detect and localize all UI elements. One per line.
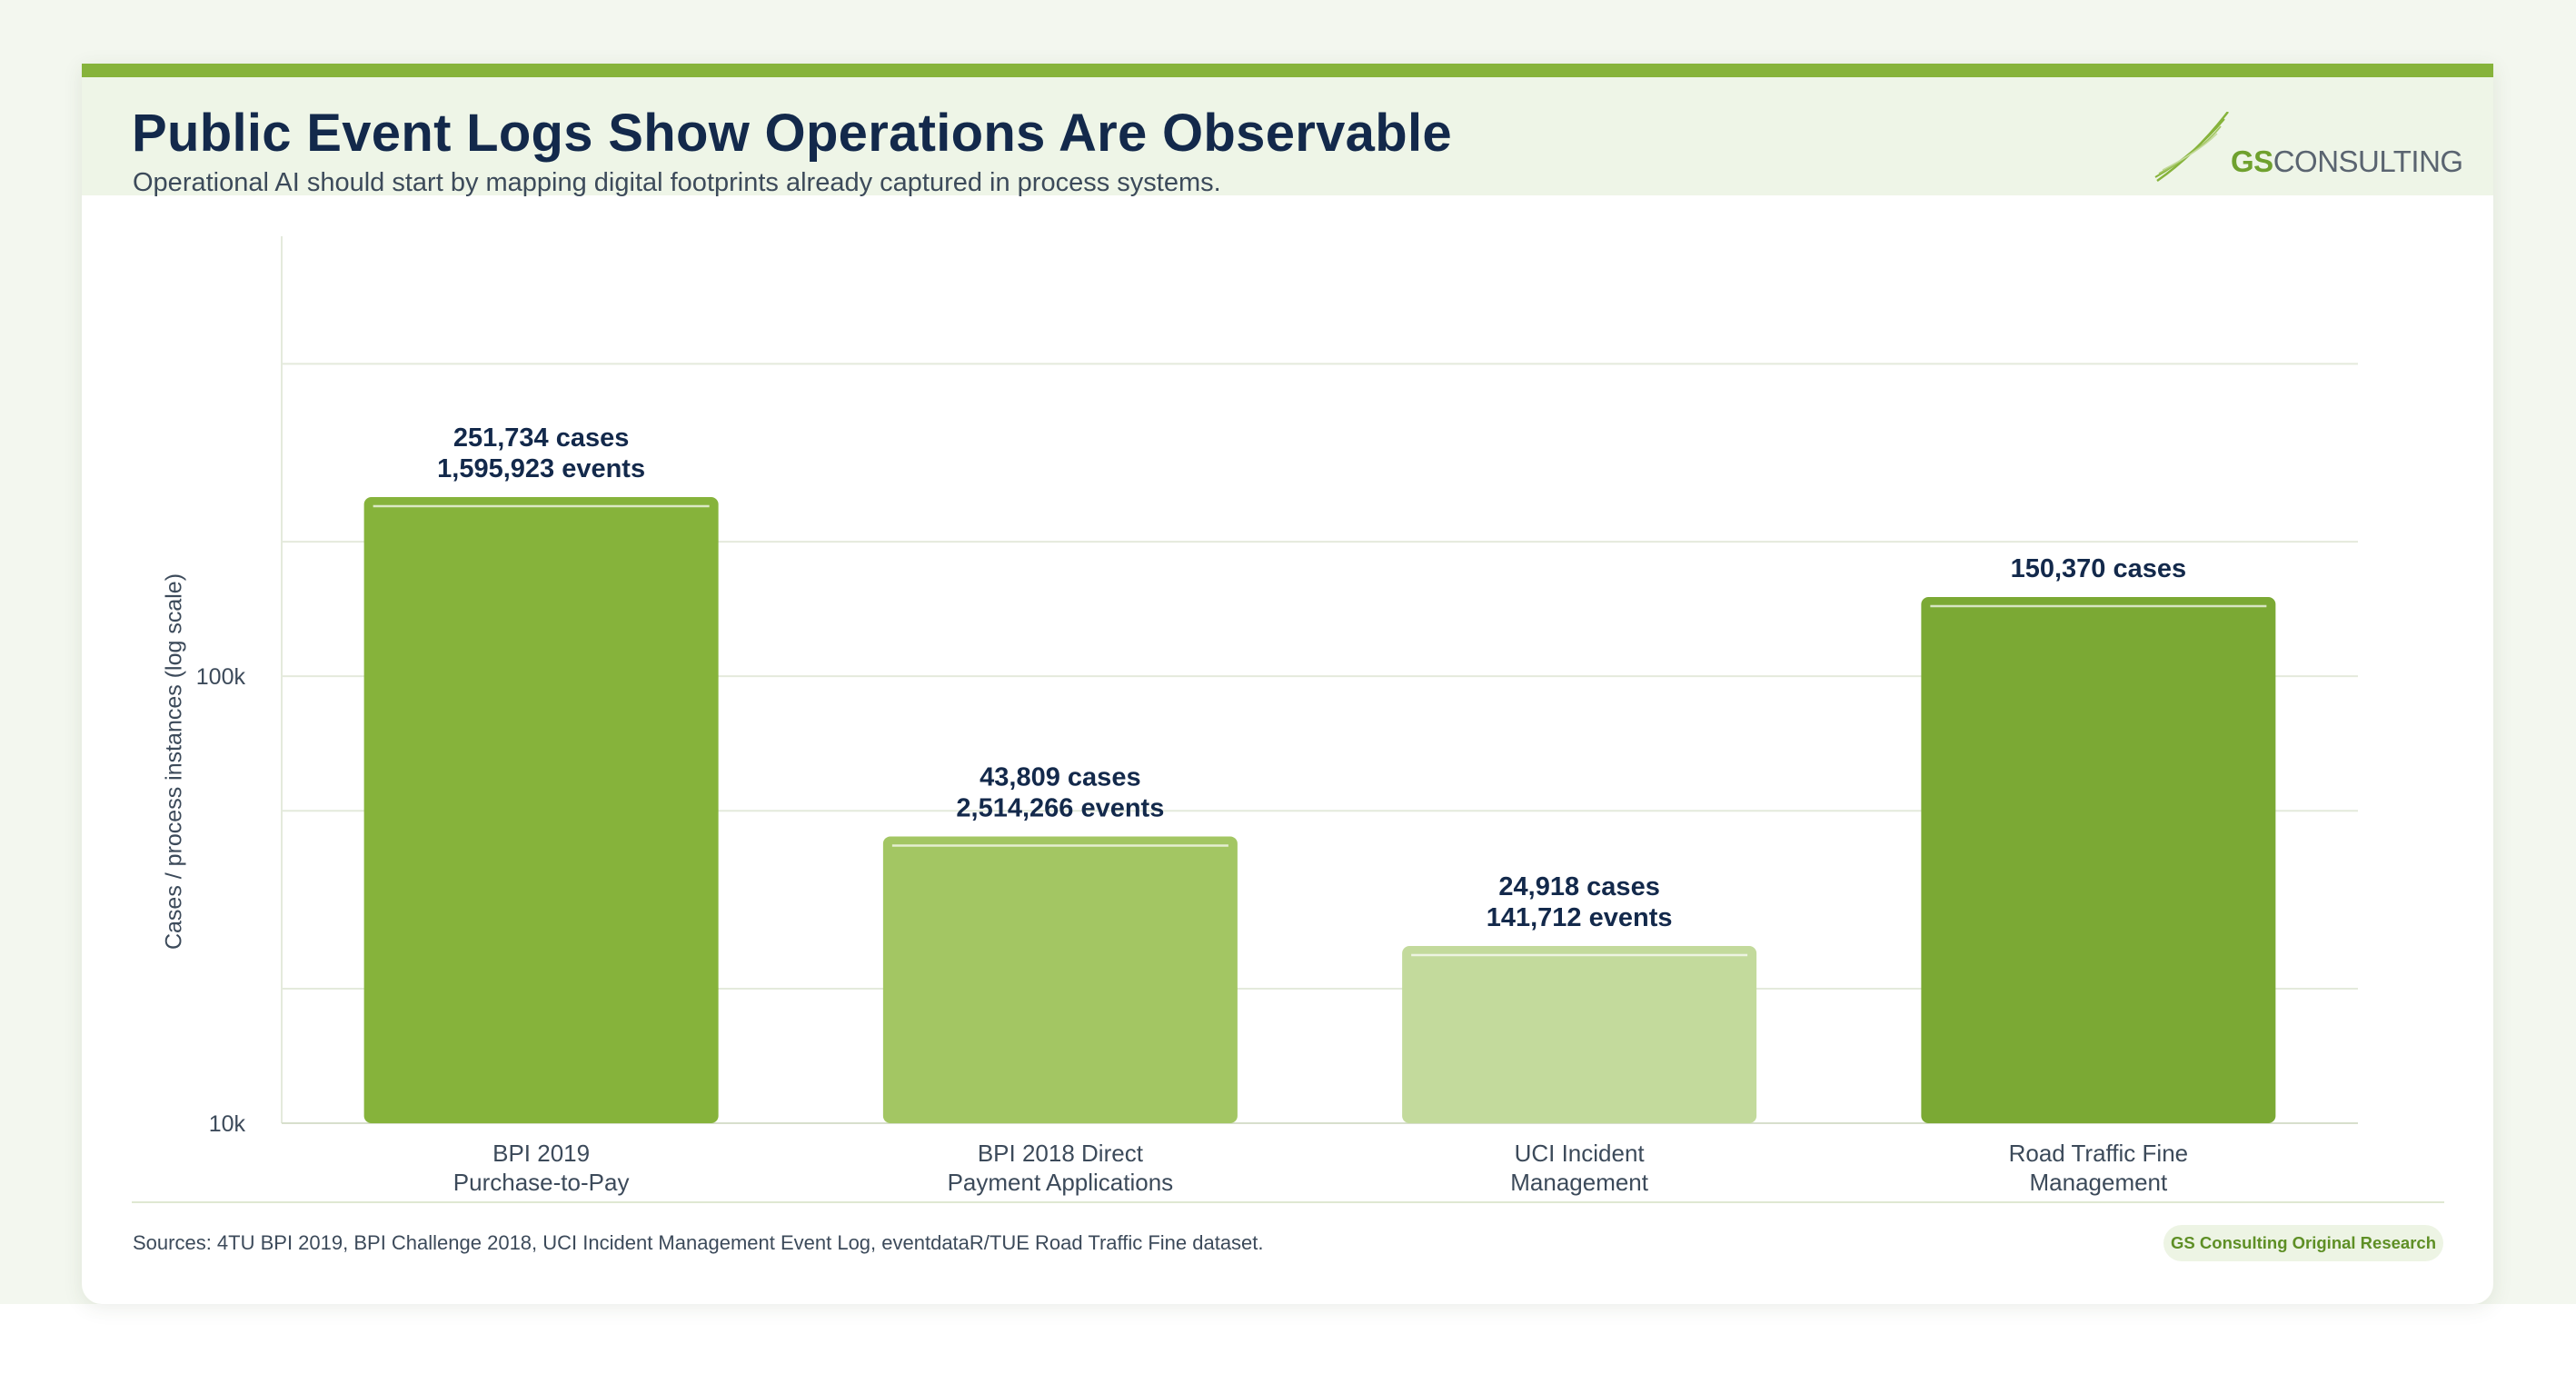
research-badge: GS Consulting Original Research — [2163, 1225, 2443, 1261]
data-label: 251,734 cases — [453, 423, 630, 453]
data-label: 43,809 cases — [980, 762, 1140, 792]
x-tick-label: Road Traffic Fine — [2009, 1140, 2189, 1167]
footer-divider — [132, 1201, 2444, 1203]
bar — [1402, 945, 1757, 1123]
x-tick-label: Payment Applications — [948, 1169, 1174, 1196]
logo-text: GSCONSULTING — [2231, 144, 2463, 179]
data-label: 2,514,266 events — [956, 793, 1164, 822]
data-label: 141,712 events — [1487, 903, 1673, 932]
sources-note: Sources: 4TU BPI 2019, BPI Challenge 201… — [133, 1231, 1264, 1254]
y-tick-label: 100k — [196, 664, 246, 690]
data-label: 150,370 cases — [2011, 554, 2187, 583]
x-tick-label: Management — [1510, 1169, 1649, 1196]
logo-word: CONSULTING — [2273, 144, 2463, 178]
page-title: Public Event Logs Show Operations Are Ob… — [132, 104, 1452, 163]
data-label: 24,918 cases — [1498, 872, 1659, 901]
logo-brand: GS — [2231, 144, 2273, 178]
bar — [363, 496, 719, 1123]
x-tick-label: BPI 2019 — [492, 1140, 590, 1167]
header-band: Public Event Logs Show Operations Are Ob… — [82, 77, 2493, 197]
x-tick-label: Purchase-to-Pay — [453, 1169, 630, 1196]
y-axis-label: Cases / process instances (log scale) — [161, 573, 187, 951]
bar — [1921, 597, 2276, 1123]
accent-bar — [82, 64, 2493, 77]
bar — [882, 836, 1238, 1123]
x-tick-label: UCI Incident — [1515, 1140, 1646, 1167]
data-label: 1,595,923 events — [437, 454, 645, 483]
x-tick-label: BPI 2018 Direct — [978, 1140, 1144, 1167]
company-logo: GSCONSULTING — [2153, 112, 2463, 184]
logo-swoosh-icon — [2154, 112, 2229, 183]
slide-card: Public Event Logs Show Operations Are Ob… — [82, 64, 2493, 1304]
y-tick-label: 10k — [209, 1111, 246, 1137]
x-tick-label: Management — [2029, 1169, 2168, 1196]
page-subtitle: Operational AI should start by mapping d… — [133, 168, 1221, 197]
